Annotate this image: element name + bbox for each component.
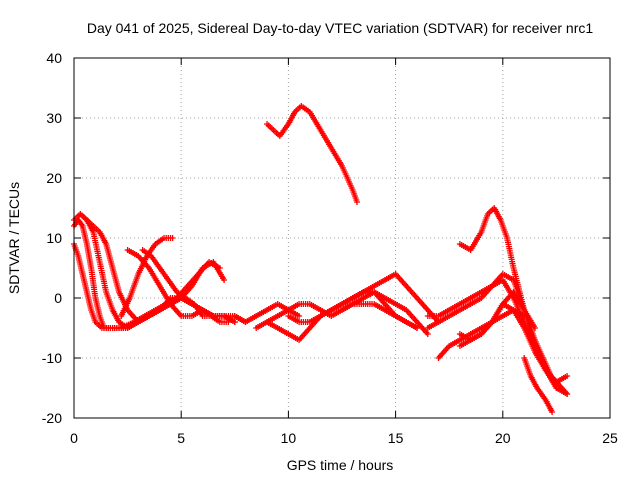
data-point	[564, 373, 571, 379]
series-arc-f	[139, 247, 232, 325]
x-axis-label: GPS time / hours	[287, 457, 394, 473]
grid	[74, 58, 610, 418]
x-tick-label: 15	[388, 430, 404, 446]
data-point	[549, 409, 556, 415]
data-point	[225, 319, 232, 325]
data-point	[216, 265, 223, 271]
data-point	[564, 391, 571, 397]
data-point	[532, 325, 538, 331]
y-tick-label: 30	[46, 110, 62, 126]
y-tick-label: 0	[54, 290, 62, 306]
y-tick-label: 20	[46, 170, 62, 186]
series-arc-h	[231, 301, 303, 325]
y-tick-label: 40	[46, 50, 62, 66]
data-point	[424, 331, 431, 337]
y-tick-label: -10	[42, 350, 62, 366]
data-point	[354, 199, 360, 205]
series-arc-k	[285, 289, 431, 337]
series-arc-v	[532, 343, 571, 397]
y-tick-label: -20	[42, 410, 62, 426]
data-point	[521, 313, 528, 319]
series-arc-g	[118, 235, 176, 319]
x-tick-label: 5	[177, 430, 185, 446]
data-point	[221, 277, 228, 283]
data-point	[169, 235, 176, 241]
series-arc-n	[264, 103, 360, 205]
data-point	[414, 325, 420, 331]
y-axis-ticks: -20 -10 0 10 20 30 40	[42, 50, 610, 426]
data-point	[231, 319, 238, 325]
y-axis-label: SDTVAR / TECUs	[6, 182, 22, 294]
series-arc-u	[456, 307, 528, 349]
x-tick-label: 10	[281, 430, 297, 446]
series-arc-t	[521, 355, 556, 415]
data-points	[71, 103, 571, 415]
x-tick-label: 0	[70, 430, 78, 446]
y-tick-label: 10	[46, 230, 62, 246]
series-arc-m	[339, 301, 420, 331]
data-point	[296, 313, 303, 319]
x-tick-label: 20	[495, 430, 511, 446]
chart-title: Day 041 of 2025, Sidereal Day-to-day VTE…	[87, 20, 593, 36]
series-arc-q	[424, 271, 560, 391]
x-tick-label: 25	[602, 430, 618, 446]
x-axis-ticks: 0 5 10 15 20 25	[70, 58, 618, 446]
